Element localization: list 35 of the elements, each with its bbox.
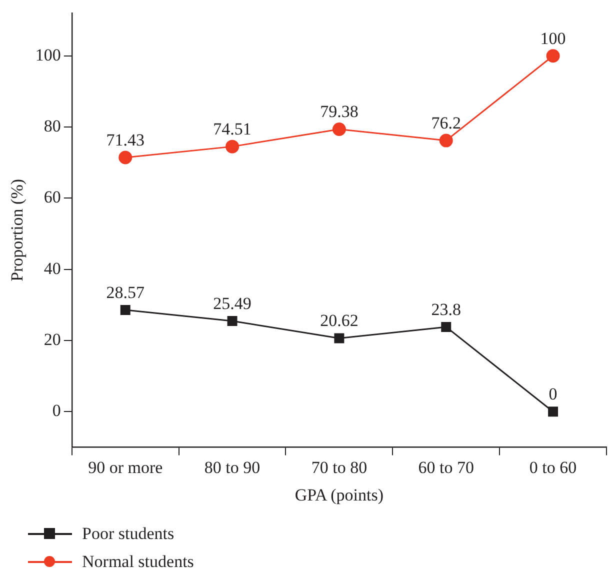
- x-tick-label: 60 to 70: [418, 458, 474, 477]
- point: [441, 322, 452, 332]
- legend-label: Normal students: [82, 552, 194, 572]
- y-tick-label: 60: [44, 188, 61, 207]
- point: [548, 406, 558, 417]
- x-tick-label: 0 to 60: [529, 458, 577, 477]
- x-tick-label: 70 to 80: [311, 458, 368, 477]
- y-tick-label: 20: [44, 330, 61, 349]
- point: [227, 316, 238, 326]
- data-label: 100: [540, 28, 566, 48]
- data-label: 74.51: [213, 120, 252, 139]
- data-label: 71.43: [106, 130, 144, 150]
- y-tick-label: 40: [44, 258, 61, 278]
- point: [439, 134, 453, 148]
- point: [546, 49, 560, 63]
- x-tick-label: 90 or more: [88, 458, 163, 477]
- point: [334, 333, 344, 344]
- y-axis-title: Proportion (%): [8, 178, 27, 282]
- data-label: 20.62: [320, 311, 358, 330]
- y-tick-label: 100: [35, 45, 61, 64]
- point: [118, 150, 132, 164]
- legend-label: Poor students: [82, 524, 174, 544]
- data-label: 28.57: [106, 282, 145, 302]
- data-label: 23.8: [431, 300, 461, 319]
- point: [120, 305, 130, 315]
- data-label: 25.49: [213, 294, 252, 313]
- y-tick-label: 80: [44, 116, 61, 136]
- data-label: 0: [548, 384, 558, 404]
- point: [226, 140, 240, 154]
- x-axis-title: GPA (points): [294, 485, 384, 504]
- x-tick-label: 80 to 90: [204, 458, 260, 477]
- data-label: 76.2: [431, 114, 461, 133]
- data-label: 79.38: [320, 102, 358, 122]
- y-tick-label: 0: [52, 401, 61, 420]
- point: [332, 122, 346, 136]
